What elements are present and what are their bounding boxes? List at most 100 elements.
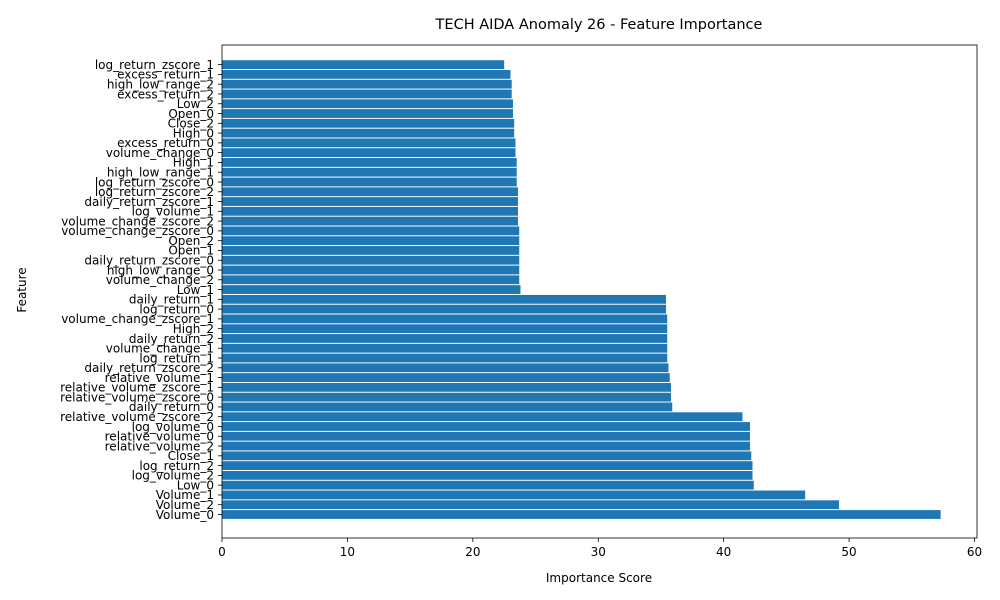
- y-tick-label: Open_0: [168, 107, 214, 121]
- y-tick-label: Volume_2: [156, 498, 214, 512]
- bar-log_return_zscore_0: [222, 177, 517, 187]
- bar-volume_change_0: [222, 148, 516, 158]
- bar-Volume_2: [222, 500, 840, 510]
- bar-excess_return_2: [222, 89, 512, 99]
- y-tick-label: daily_return_zscore_0: [84, 254, 214, 268]
- bar-excess_return_1: [222, 70, 511, 79]
- y-tick-label: Volume_1: [156, 488, 214, 502]
- x-tick-label: 40: [716, 545, 731, 559]
- bar-excess_return_0: [222, 138, 516, 148]
- bar-relative_volume_zscore_0: [222, 392, 671, 402]
- bar-Close_1: [222, 451, 752, 461]
- bar-daily_return_0: [222, 402, 673, 412]
- y-tick-label: Close_1: [168, 449, 214, 463]
- y-tick-label: Close_2: [168, 117, 214, 131]
- bar-high_low_range_0: [222, 265, 520, 275]
- y-tick-label: Open_2: [168, 234, 214, 248]
- bar-relative_volume_zscore_2: [222, 412, 743, 422]
- y-tick-label: daily_return_zscore_1: [84, 195, 214, 209]
- y-tick-label: excess_return_1: [117, 68, 214, 82]
- bar-volume_change_zscore_1: [222, 314, 668, 324]
- y-tick-label: High_1: [173, 156, 214, 170]
- y-tick-label: relative_volume_zscore_2: [60, 410, 214, 424]
- y-tick-label: relative_volume_1: [105, 371, 214, 385]
- bar-Low_1: [222, 285, 521, 294]
- bar-relative_volume_2: [222, 441, 750, 451]
- bar-Volume_1: [222, 490, 806, 500]
- y-tick-label: log_volume_1: [132, 205, 214, 219]
- y-tick-label: volume_change_2: [106, 273, 214, 287]
- bar-log_volume_0: [222, 422, 750, 431]
- y-tick-label: log_return_1: [139, 351, 214, 365]
- y-tick-label: relative_volume_zscore_0: [60, 390, 214, 404]
- bar-Low_2: [222, 99, 513, 109]
- bar-high_low_range_2: [222, 79, 512, 89]
- y-tick-label: High_2: [173, 322, 214, 336]
- y-tick-label: volume_change_zscore_1: [61, 312, 214, 326]
- bar-relative_volume_0: [222, 431, 750, 441]
- plot-frame: [221, 44, 978, 539]
- y-tick-label: Open_1: [168, 244, 214, 258]
- x-tick-label: 20: [465, 545, 480, 559]
- bar-log_return_0: [222, 304, 666, 314]
- x-tick-label: 10: [340, 545, 355, 559]
- x-tick-label: 50: [841, 545, 856, 559]
- y-tick-label: Volume_0: [156, 508, 214, 522]
- y-tick-label: excess_return_2: [117, 87, 214, 101]
- bar-Low_0: [222, 480, 754, 490]
- bar-log_return_zscore_1: [222, 60, 505, 70]
- x-tick-label: 30: [591, 545, 606, 559]
- y-tick-label: daily_return_zscore_2: [84, 361, 214, 375]
- bar-Open_0: [222, 109, 513, 118]
- y-axis-label: Feature: [15, 267, 29, 312]
- y-tick-label: log_return_0: [139, 302, 214, 316]
- bar-daily_return_zscore_2: [222, 363, 669, 373]
- y-tick-label: log_return_2: [139, 459, 214, 473]
- y-tick-label: High_0: [173, 126, 214, 140]
- y-tick-label: log_return_zscore_1: [95, 58, 214, 72]
- y-tick-label: high_low_range_2: [107, 77, 214, 91]
- bar-log_volume_2: [222, 470, 753, 480]
- y-tick-label: relative_volume_zscore_1: [60, 381, 214, 395]
- y-tick-label: volume_change_zscore_0: [61, 224, 214, 238]
- bar-High_1: [222, 158, 517, 167]
- bar-daily_return_2: [222, 334, 668, 343]
- y-tick-label: volume_change_1: [106, 342, 214, 356]
- y-tick-label: log_return_zscore_0: [95, 175, 214, 189]
- bar-High_0: [222, 128, 515, 138]
- bar-daily_return_1: [222, 294, 666, 304]
- x-axis-label: Importance Score: [546, 571, 652, 585]
- y-tick-label: Low_2: [177, 97, 214, 111]
- bar-log_return_2: [222, 461, 753, 470]
- bar-Open_1: [222, 246, 520, 255]
- y-tick-label: daily_return_0: [129, 400, 214, 414]
- y-tick-label: volume_change_zscore_2: [61, 214, 214, 228]
- y-tick-label: relative_volume_0: [105, 430, 214, 444]
- bar-volume_change_1: [222, 343, 668, 353]
- y-tick-label: log_volume_2: [132, 469, 214, 483]
- bar-daily_return_zscore_1: [222, 197, 518, 206]
- bar-relative_volume_1: [222, 373, 670, 382]
- x-tick-label: 60: [967, 545, 982, 559]
- x-tick-label: 0: [218, 545, 226, 559]
- y-tick-label: volume_change_0: [106, 146, 214, 160]
- bar-daily_return_zscore_0: [222, 255, 520, 265]
- bar-volume_change_zscore_2: [222, 216, 518, 226]
- bar-relative_volume_zscore_1: [222, 382, 671, 392]
- bar-Close_2: [222, 118, 515, 128]
- y-tick-label: high_low_range_0: [107, 263, 214, 277]
- bar-volume_change_2: [222, 275, 520, 285]
- y-tick-label: daily_return_1: [129, 293, 214, 307]
- y-tick-label: high_low_range_1: [107, 166, 214, 180]
- chart-title: TECH AIDA Anomaly 26 - Feature Importanc…: [435, 17, 763, 33]
- y-tick-label: daily_return_2: [129, 332, 214, 346]
- bar-Open_2: [222, 236, 520, 246]
- bar-log_return_zscore_2: [222, 187, 518, 197]
- y-tick-label: Low_1: [177, 283, 214, 297]
- bar-High_2: [222, 324, 668, 334]
- y-tick-label: relative_volume_2: [105, 439, 214, 453]
- y-tick-label: excess_return_0: [117, 136, 214, 150]
- y-tick-label: log_return_zscore_2: [95, 185, 214, 199]
- bar-log_volume_1: [222, 206, 518, 216]
